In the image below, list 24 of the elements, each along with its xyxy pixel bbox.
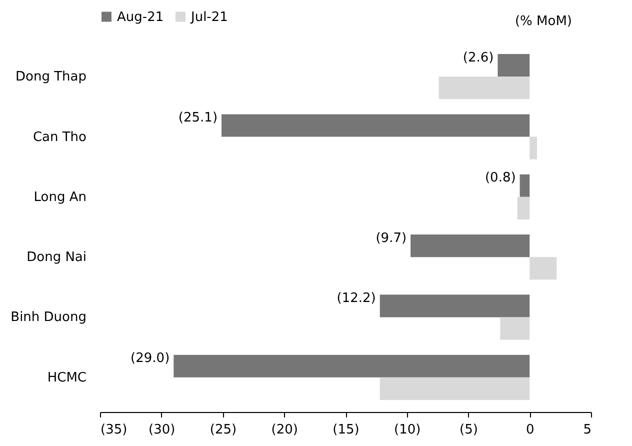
x-tick-label: (10) — [394, 422, 421, 438]
x-tick-label: (30) — [148, 422, 176, 438]
x-tick-label: (15) — [332, 422, 360, 438]
text: (% MoM) — [514, 14, 572, 29]
y-tick-label: Can Tho — [32, 130, 87, 145]
data-label: (2.6) — [462, 50, 494, 66]
legend-label: Aug-21 — [117, 10, 164, 25]
x-tick-label: 0 — [526, 422, 534, 438]
data-label: (0.8) — [484, 170, 516, 186]
data-label: (25.1) — [178, 110, 218, 126]
x-tick-label: (35) — [100, 422, 128, 438]
y-tick-label: Binh Duong — [10, 310, 86, 326]
x-tick-label: (20) — [271, 422, 298, 438]
y-tick-label: Long An — [34, 190, 86, 205]
data-label: (9.7) — [376, 230, 407, 246]
y-tick-label: HCMC — [47, 370, 86, 386]
y-tick-label: Dong Thap — [16, 70, 86, 85]
data-label: (29.0) — [130, 351, 170, 366]
x-tick-label: (5) — [460, 422, 478, 438]
x-tick-label: (25) — [210, 422, 237, 438]
data-label: (12.2) — [336, 290, 376, 306]
y-tick-label: Dong Nai — [26, 250, 86, 266]
x-tick-label: 5 — [583, 422, 592, 438]
legend-label: Jul-21 — [190, 10, 228, 25]
